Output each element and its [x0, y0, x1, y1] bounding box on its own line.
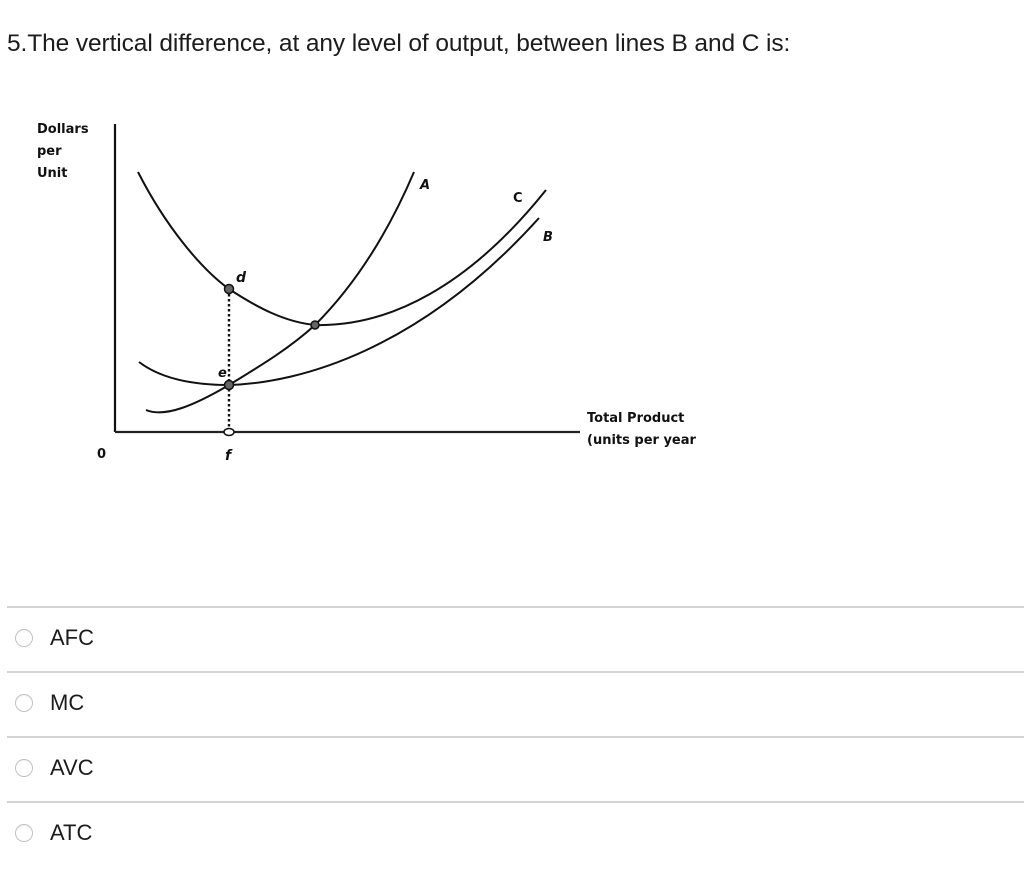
- curve-b: [138, 217, 540, 387]
- curve-a: [145, 171, 415, 414]
- option-atc[interactable]: ATC: [7, 801, 1024, 866]
- y-axis-label-line-1: Dollars: [37, 122, 89, 137]
- option-label-avc: AVC: [50, 755, 94, 780]
- option-label-afc: AFC: [50, 625, 94, 650]
- radio-button-afc[interactable]: [15, 629, 33, 647]
- point-label-d: d: [236, 270, 247, 286]
- curve-c: [137, 171, 547, 327]
- option-afc[interactable]: AFC: [7, 606, 1024, 671]
- curve-label-a: A: [419, 178, 430, 193]
- cost-curves-chart: Dollars per Unit Total Product (units pe…: [37, 122, 697, 464]
- question-text: 5.The vertical difference, at any level …: [7, 30, 791, 57]
- point-d: [223, 283, 235, 295]
- option-label-atc: ATC: [50, 820, 93, 845]
- answer-options: AFC MC AVC ATC: [7, 606, 1024, 866]
- radio-button-avc[interactable]: [15, 759, 33, 777]
- radio-button-mc[interactable]: [15, 694, 33, 712]
- curve-label-b: B: [543, 230, 553, 245]
- origin-label: 0: [97, 447, 106, 462]
- x-axis-label-line-1: Total Product: [587, 411, 684, 426]
- option-avc[interactable]: AVC: [7, 736, 1024, 801]
- point-label-e: e: [218, 366, 227, 381]
- x-axis-label-line-2: (units per year: [587, 433, 697, 448]
- y-axis-label-line-3: Unit: [37, 166, 67, 181]
- curve-label-c: C: [513, 191, 523, 206]
- option-label-mc: MC: [50, 690, 85, 715]
- radio-button-atc[interactable]: [15, 824, 33, 842]
- point-f: [223, 427, 235, 437]
- point-e: [223, 379, 235, 391]
- y-axis-label-line-2: per: [37, 144, 62, 159]
- point-label-f: f: [225, 448, 233, 464]
- option-mc[interactable]: MC: [7, 671, 1024, 736]
- cost-curves-figure: Dollars per Unit Total Product (units pe…: [37, 122, 697, 464]
- point-min-c: [310, 320, 320, 330]
